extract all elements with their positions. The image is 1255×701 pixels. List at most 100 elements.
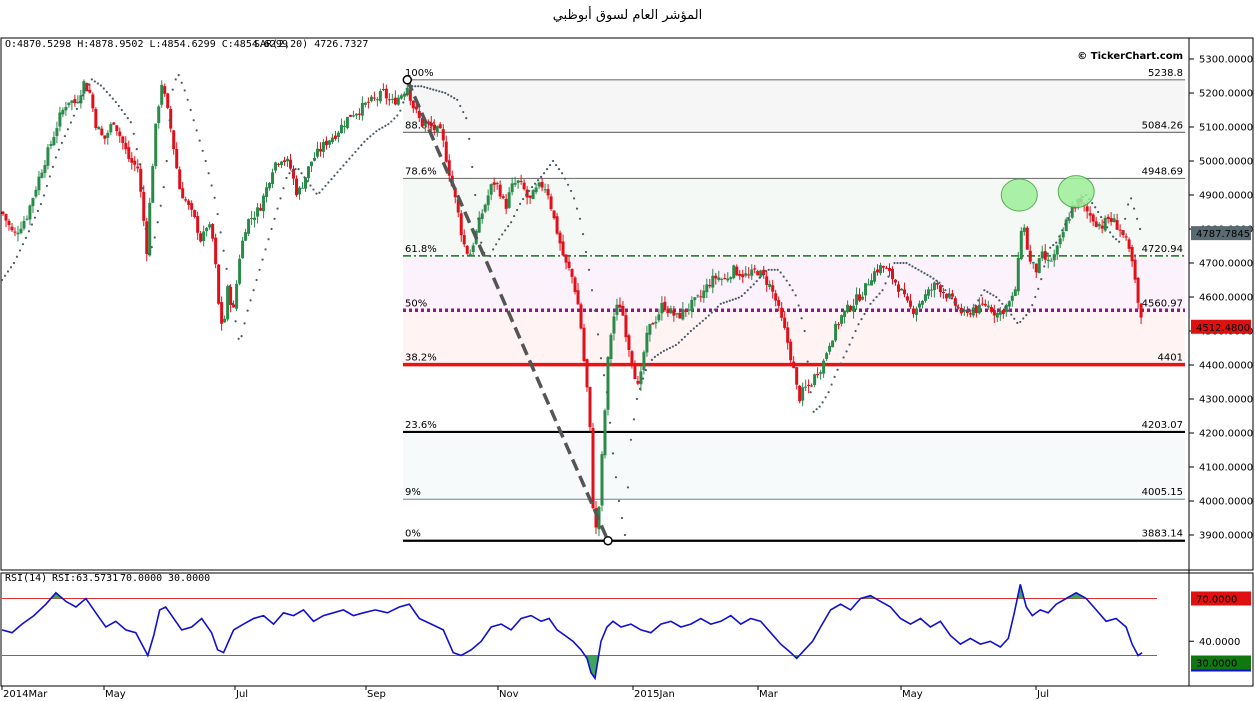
candle-body [1127, 239, 1131, 249]
sar-dot [626, 486, 630, 489]
sar-dot [48, 175, 52, 178]
candle-body [807, 384, 811, 386]
sar-dot [153, 236, 156, 239]
sar-dot [914, 267, 917, 270]
candle-body [1025, 227, 1029, 250]
candle-body [1058, 238, 1062, 245]
sar-dot [848, 343, 851, 346]
sar-dot [519, 202, 522, 205]
candle-body [992, 310, 996, 316]
sar-dot [282, 187, 285, 190]
candle-body [175, 148, 179, 169]
sar-dot [324, 184, 327, 188]
candle-body [645, 332, 649, 353]
candle-body [489, 184, 493, 195]
candle-body [612, 316, 616, 334]
candle-body [708, 284, 712, 287]
sar-dot [507, 225, 510, 228]
sar-dot [357, 147, 360, 150]
candle-body [148, 202, 152, 256]
sar-dot [749, 286, 752, 289]
sar-dot [977, 299, 980, 302]
sar-dot [1016, 321, 1019, 324]
candle-body [103, 135, 107, 139]
sar-dot [51, 165, 55, 168]
candle-body [459, 213, 463, 236]
watermark: © TickerChart.com [1077, 51, 1183, 62]
candle-body [663, 301, 667, 311]
sar-dot [725, 300, 728, 303]
candle-body [441, 129, 445, 141]
candle-body [896, 284, 900, 292]
sar-dot [557, 168, 561, 171]
sar-dot [593, 309, 597, 312]
sar-dot [399, 109, 402, 112]
sar-dot [264, 248, 267, 251]
sar-dot [453, 97, 456, 100]
sar-dot [815, 408, 818, 411]
candle-body [920, 300, 924, 305]
sar-dot [531, 185, 534, 189]
sar-dot [201, 149, 204, 152]
sar-dot [605, 391, 609, 394]
sar-dot [1001, 302, 1004, 305]
sar-dot [935, 279, 938, 282]
candle-body [876, 269, 880, 273]
sar-dot [333, 174, 336, 177]
candle-body [570, 269, 574, 277]
sar-dot [372, 132, 375, 135]
candle-body [235, 283, 239, 309]
sar-dot [459, 104, 462, 108]
candle-body [166, 93, 170, 109]
candle-body [705, 284, 709, 293]
candle-body [420, 118, 424, 127]
sar-dot [54, 156, 58, 159]
fib-level-label: 9% [405, 487, 421, 498]
candle-body [100, 128, 104, 136]
fib-value-label: 4203.07 [1142, 420, 1183, 431]
candle-body [91, 94, 95, 109]
price-axis-label: 5200.0000 [1199, 89, 1253, 100]
candle-body [312, 157, 316, 161]
candle-body [28, 205, 32, 220]
candle-body [1103, 217, 1107, 231]
sar-dot [87, 83, 90, 86]
candle-body [660, 302, 664, 314]
sar-dot [447, 93, 450, 96]
sar-dot [1106, 226, 1109, 229]
sar-dot [1132, 207, 1136, 210]
sar-dot [285, 176, 288, 180]
candle-body [348, 114, 352, 117]
candle-body [127, 147, 131, 159]
candle-body [507, 192, 511, 208]
candle-body [941, 292, 945, 294]
sar-dot [1034, 295, 1037, 299]
candle-body [870, 280, 874, 286]
candle-body [938, 285, 942, 293]
sar-dot [623, 533, 627, 537]
candle-body [603, 410, 607, 456]
candle-body [929, 289, 933, 291]
candle-body [516, 180, 520, 183]
candle-body [935, 283, 939, 285]
candle-body [717, 277, 721, 280]
sar-dot [944, 289, 947, 292]
candle-body [774, 293, 778, 301]
sar-dot [1138, 227, 1142, 231]
sar-dot [141, 187, 144, 190]
candle-body [453, 187, 457, 198]
sar-dot [27, 230, 31, 233]
sar-dot [1115, 238, 1118, 241]
candle-body [232, 304, 236, 308]
candle-body [983, 303, 987, 306]
candle-body [163, 86, 167, 94]
candle-body [651, 322, 655, 325]
candle-body [471, 245, 475, 253]
sar-dot [525, 193, 528, 197]
candle-body [277, 163, 281, 165]
rsi-upper-text: 70.0000 [120, 573, 162, 584]
candle-body [591, 428, 595, 509]
candle-body [76, 101, 80, 103]
candle-body [888, 267, 892, 271]
candle-body [145, 221, 149, 254]
